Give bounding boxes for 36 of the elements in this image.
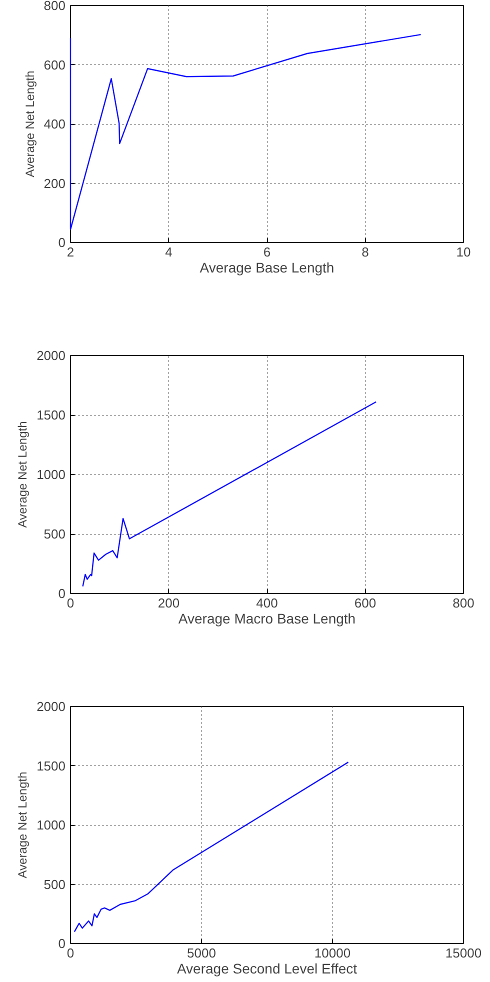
line-series [82,401,377,587]
y-tick-label: 1000 [36,818,66,832]
x-tick-label: 10000 [314,946,351,960]
y-tick-label: 400 [44,116,66,132]
x-tick-label: 2 [66,244,74,260]
x-axis-title: Average Base Length [200,260,334,276]
y-tick-label: 500 [44,876,66,892]
y-tick-label: 2000 [36,348,66,363]
y-axis-title: Average Net Length [16,772,30,878]
y-axis-title: Average Net Length [22,70,37,178]
x-tick-label: 400 [256,596,278,610]
line-series [74,762,349,932]
y-tick-label: 0 [58,936,66,951]
x-tick-label: 10 [456,244,471,260]
y-tick-label: 800 [44,0,66,13]
x-axis-title: Average Second Level Effect [176,960,358,976]
y-tick-label: 500 [44,526,66,542]
x-tick-label: 6 [263,244,271,260]
line-series [70,34,422,230]
x-tick-label: 600 [354,596,376,610]
y-tick-label: 200 [44,176,66,191]
y-tick-label: 1500 [36,758,66,774]
y-tick-label: 1000 [36,467,66,482]
x-tick-label: 4 [165,244,172,260]
x-tick-label: 800 [452,596,474,610]
x-tick-label: 200 [158,596,180,610]
y-tick-label: 2000 [36,699,66,714]
y-tick-label: 600 [44,57,66,72]
x-tick-label: 5000 [187,946,216,960]
y-tick-label: 0 [58,586,66,601]
x-tick-label: 15000 [445,946,482,960]
x-tick-label: 8 [362,244,369,260]
y-axis-title: Average Net Length [16,421,30,528]
x-axis-title: Average Macro Base Length [178,610,356,626]
y-tick-label: 1500 [36,408,66,422]
y-tick-label: 0 [58,235,66,250]
